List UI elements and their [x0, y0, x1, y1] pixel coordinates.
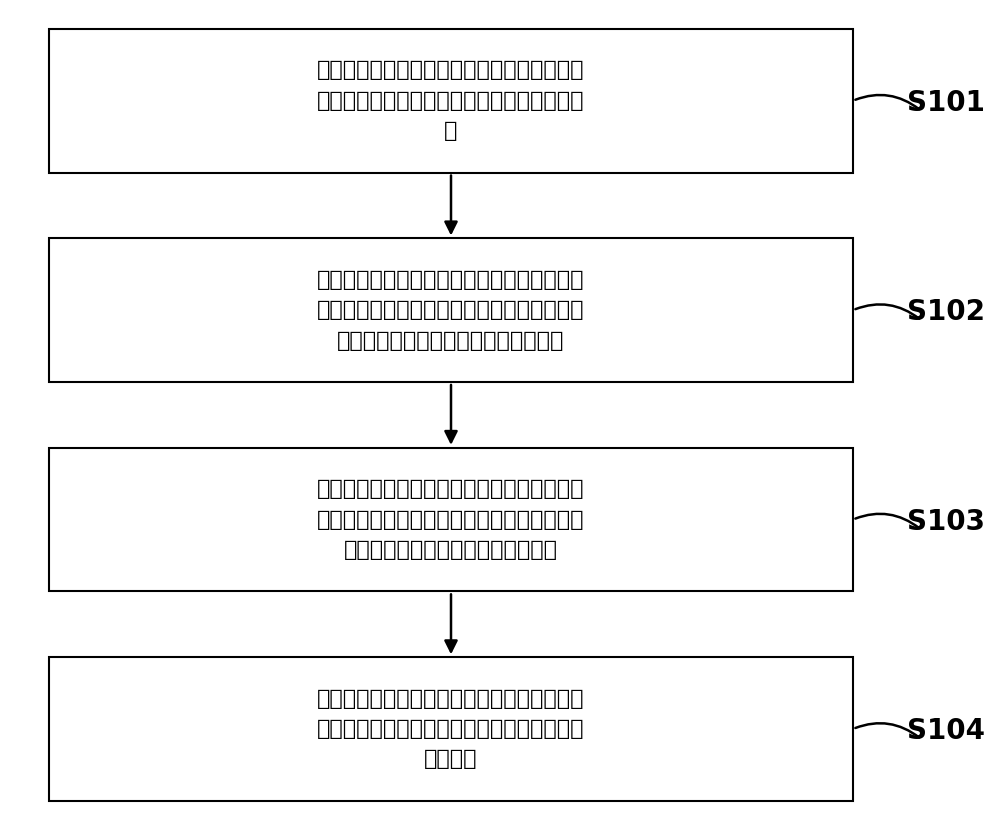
Text: 滑坡易发性分布图的确定装置基于每两种地理
指标参数之间的相关程度参数从至少两种地理
指标参数中筛选出目标地理指标参数: 滑坡易发性分布图的确定装置基于每两种地理 指标参数之间的相关程度参数从至少两种地…: [317, 479, 585, 560]
Text: S104: S104: [907, 717, 985, 745]
FancyBboxPatch shape: [49, 657, 853, 801]
FancyBboxPatch shape: [49, 28, 853, 173]
Text: 滑坡易发性分布图的确定装置获取待预测区域
的各网格单元的至少两种地理指标参数的参数
值: 滑坡易发性分布图的确定装置获取待预测区域 的各网格单元的至少两种地理指标参数的参…: [317, 60, 585, 141]
FancyBboxPatch shape: [49, 447, 853, 592]
Text: S102: S102: [907, 298, 985, 326]
FancyBboxPatch shape: [49, 238, 853, 382]
Text: 滑坡易发性分布图的确定装置根据目标地理指
标参数的参数值，确定待预测区域的滑坡易发
性分布图: 滑坡易发性分布图的确定装置根据目标地理指 标参数的参数值，确定待预测区域的滑坡易…: [317, 689, 585, 769]
Text: S103: S103: [907, 508, 985, 535]
Text: S101: S101: [907, 89, 985, 116]
Text: 滑坡易发性分布图的确定装置通过预设相关系
数矩阵模型，获取至少两种地理指标参数中每
两种地理指标参数之间的相关程度参数: 滑坡易发性分布图的确定装置通过预设相关系 数矩阵模型，获取至少两种地理指标参数中…: [317, 270, 585, 350]
